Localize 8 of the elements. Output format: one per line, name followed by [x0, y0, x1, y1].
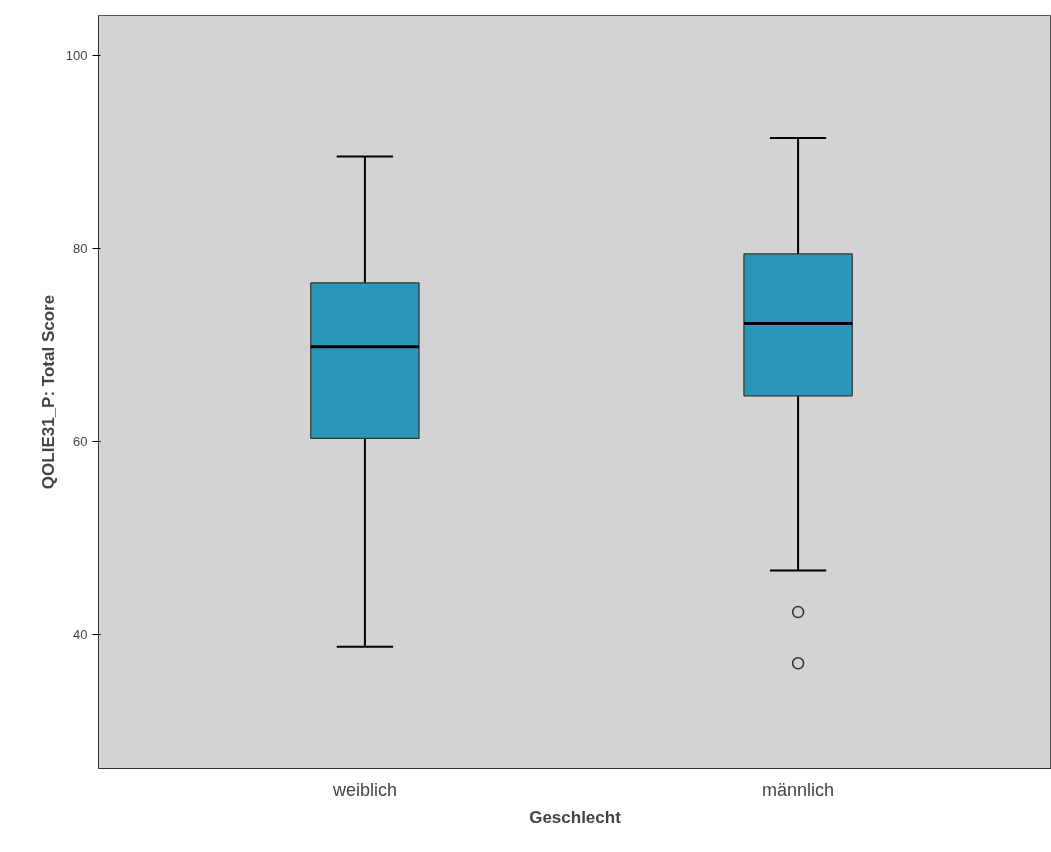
x-tick-label: männlich	[762, 779, 835, 800]
x-axis-title: Geschlecht	[529, 807, 622, 827]
x-tick-label: weiblich	[331, 779, 397, 800]
y-tick-label: 80	[73, 240, 88, 256]
y-tick-label: 100	[65, 47, 88, 63]
y-axis-title: QOLIE31_P: Total Score	[38, 294, 58, 490]
y-tick-label: 40	[73, 626, 88, 642]
y-tick-label: 60	[73, 433, 88, 449]
